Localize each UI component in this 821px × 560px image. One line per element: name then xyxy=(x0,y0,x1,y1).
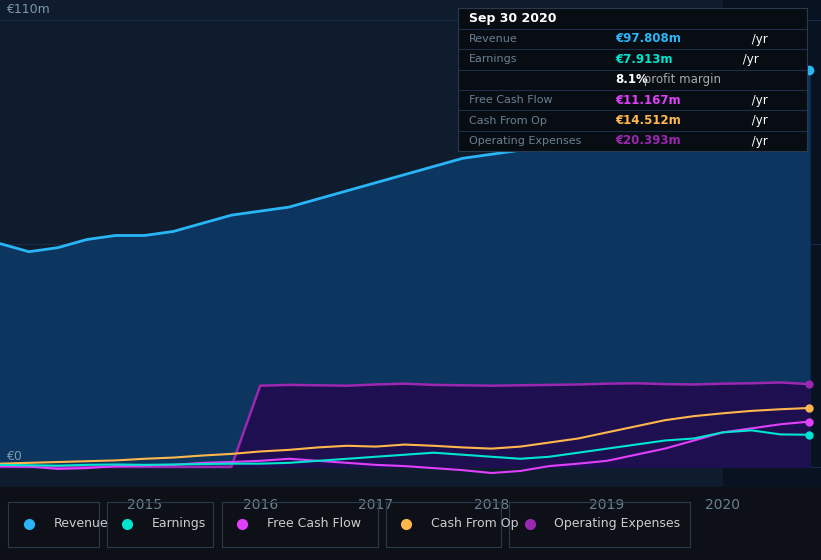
Text: Earnings: Earnings xyxy=(152,517,206,530)
Text: Cash From Op: Cash From Op xyxy=(469,115,547,125)
Text: €11.167m: €11.167m xyxy=(615,94,681,107)
Text: €97.808m: €97.808m xyxy=(615,32,681,45)
Text: €20.393m: €20.393m xyxy=(615,134,681,147)
Text: €7.913m: €7.913m xyxy=(615,53,672,66)
Text: profit margin: profit margin xyxy=(640,73,721,86)
Text: /yr: /yr xyxy=(748,32,768,45)
Text: /yr: /yr xyxy=(748,114,768,127)
Text: Revenue: Revenue xyxy=(469,34,517,44)
Text: Earnings: Earnings xyxy=(469,54,517,64)
Text: Sep 30 2020: Sep 30 2020 xyxy=(469,12,556,25)
Text: €14.512m: €14.512m xyxy=(615,114,681,127)
Text: €110m: €110m xyxy=(6,3,49,16)
Bar xyxy=(722,0,821,487)
Text: Cash From Op: Cash From Op xyxy=(431,517,519,530)
Text: Free Cash Flow: Free Cash Flow xyxy=(267,517,360,530)
Text: €0: €0 xyxy=(6,450,21,463)
Text: /yr: /yr xyxy=(748,134,768,147)
Text: /yr: /yr xyxy=(739,53,759,66)
Text: /yr: /yr xyxy=(748,94,768,107)
Text: 8.1%: 8.1% xyxy=(615,73,648,86)
Text: Operating Expenses: Operating Expenses xyxy=(554,517,681,530)
Text: Revenue: Revenue xyxy=(53,517,108,530)
Text: Free Cash Flow: Free Cash Flow xyxy=(469,95,553,105)
Text: Operating Expenses: Operating Expenses xyxy=(469,136,581,146)
